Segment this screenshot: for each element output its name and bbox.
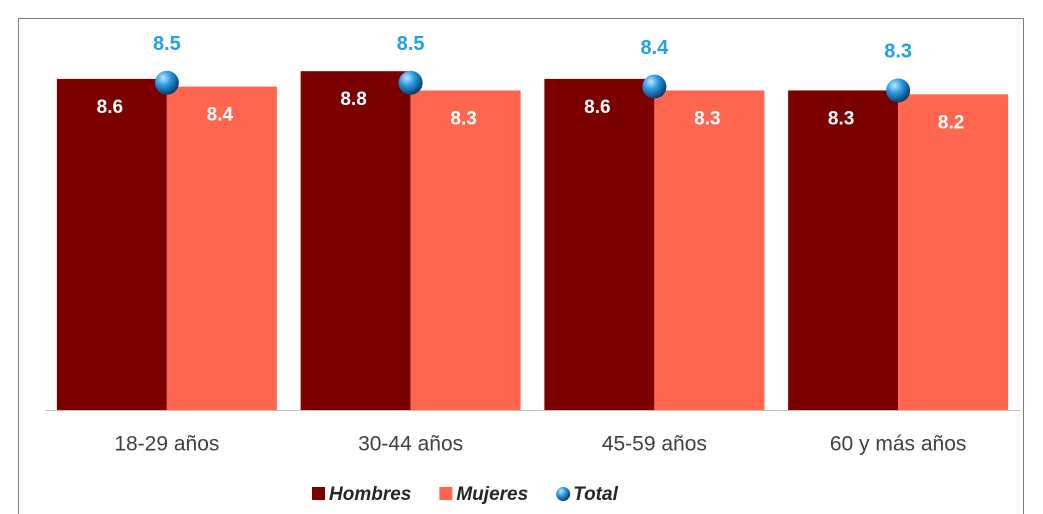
bar [898, 94, 1009, 411]
value-label: 8.4 [207, 105, 234, 126]
total-label: 8.5 [153, 33, 181, 55]
value-label: 8.3 [450, 108, 476, 129]
value-label: 8.3 [828, 108, 854, 129]
legend-label: Total [573, 484, 618, 505]
frame [18, 18, 1024, 514]
total-marker [886, 78, 911, 103]
legend-swatch [312, 487, 325, 500]
bar [56, 78, 167, 411]
x-tick-label: 30-44 años [358, 433, 463, 456]
value-label: 8.6 [97, 97, 123, 118]
total-marker [398, 70, 423, 95]
x-tick-label: 18-29 años [114, 433, 219, 456]
bar [654, 90, 765, 410]
x-tick-label: 45-59 años [602, 433, 707, 456]
bar [788, 90, 899, 410]
bar [166, 86, 277, 410]
x-tick-label: 60 y más años [830, 433, 967, 456]
value-label: 8.3 [694, 108, 720, 129]
total-label: 8.4 [640, 37, 669, 59]
bar [410, 90, 521, 410]
value-label: 8.8 [340, 89, 366, 110]
legend-marker [556, 487, 571, 501]
total-marker [642, 74, 667, 99]
total-marker [154, 70, 179, 95]
value-label: 8.6 [584, 97, 610, 118]
bar [300, 71, 411, 410]
legend-label: Mujeres [456, 484, 528, 505]
legend-swatch [439, 487, 453, 500]
legend-label: Hombres [329, 484, 411, 505]
bar [544, 78, 655, 411]
total-label: 8.5 [397, 33, 425, 55]
total-label: 8.3 [884, 41, 912, 63]
value-label: 8.2 [938, 112, 964, 133]
